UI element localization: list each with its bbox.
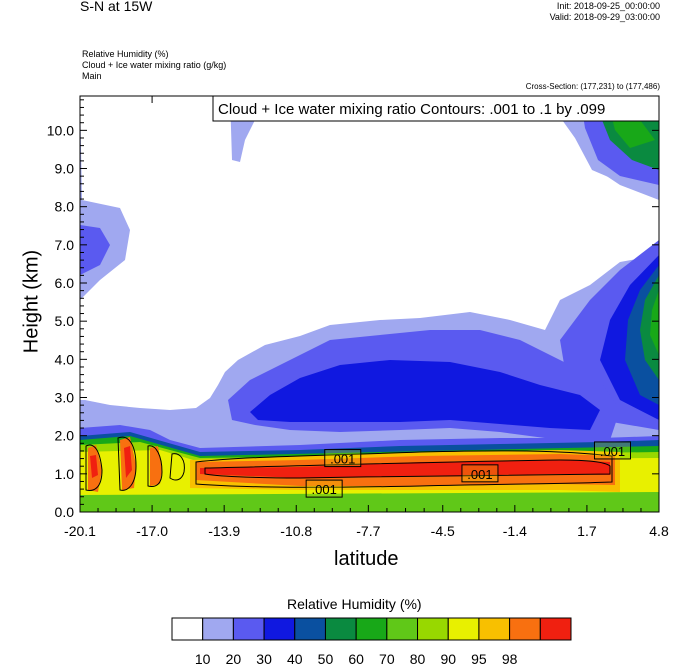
- colorbar-swatch: [171, 617, 204, 641]
- rh-right-70: [650, 290, 659, 355]
- field-label-rh: Relative Humidity (%): [82, 49, 169, 59]
- contour-label-text: .001: [312, 482, 337, 497]
- rh-surface-80: [80, 492, 659, 512]
- contour-label: .001: [324, 449, 362, 468]
- colorbar-swatch: [324, 617, 357, 641]
- y-tick-label: 3.0: [55, 390, 75, 406]
- y-tick-label: 4.0: [55, 351, 75, 367]
- cross-section-label: Cross-Section: (177,231) to (177,486): [525, 82, 660, 91]
- colorbar-swatch: [202, 617, 234, 641]
- x-tick-label: -20.1: [64, 523, 96, 539]
- colorbar-swatch: [386, 617, 419, 641]
- y-tick-label: 6.0: [55, 275, 75, 291]
- field-label-cloud: Cloud + Ice water mixing ratio (g/kg): [82, 60, 227, 70]
- rh-upper-left-30: [80, 225, 110, 275]
- x-tick-label: -4.5: [431, 523, 455, 539]
- rh-cloud-98b: [200, 460, 610, 478]
- colorbar-label: 20: [226, 651, 242, 667]
- axes: -20.1 -17.0 -13.9 -10.8 -7.7 -4.5 -1.4 1.7 4.8 0.…: [47, 96, 669, 539]
- contour-info-text: Cloud + Ice water mixing ratio Contours:…: [218, 101, 605, 118]
- contour-left-3: [147, 445, 163, 487]
- rh-left-column-3: [150, 446, 162, 486]
- contour-inner: [204, 459, 611, 479]
- x-tick-label: -7.7: [356, 523, 380, 539]
- y-tick-label: 1.0: [55, 466, 75, 482]
- colorbar-swatch: [417, 617, 449, 641]
- y-tick-label: 2.0: [55, 428, 75, 444]
- plot-title: S-N at 15W: [80, 0, 153, 14]
- contour-label-text: .001: [467, 467, 492, 482]
- colorbar: 10 20 30 40 50 60 70 80 90 95 98: [171, 617, 572, 667]
- contour-label: .001: [305, 479, 343, 498]
- contour-label: .001: [593, 441, 631, 460]
- rh-left-column-red-1: [124, 446, 132, 478]
- colorbar-label: 80: [410, 651, 426, 667]
- colorbar-label: 30: [256, 651, 272, 667]
- x-tick-label: -13.9: [208, 523, 240, 539]
- colorbar-label: 98: [502, 651, 518, 667]
- rh-dry-region: [80, 96, 659, 410]
- rh-right-60: [640, 275, 659, 380]
- colorbar-label: 70: [379, 651, 395, 667]
- colorbar-label: 60: [348, 651, 364, 667]
- contour-info-box: [212, 95, 660, 122]
- colorbar-swatch: [263, 617, 296, 641]
- contour-left-1: [85, 444, 103, 491]
- colorbar-swatch: [509, 617, 541, 641]
- y-tick-label: 8.0: [55, 199, 75, 215]
- colorbar-swatch: [447, 617, 480, 641]
- x-tick-label: 1.7: [577, 523, 597, 539]
- contour-label-text: .001: [330, 452, 355, 467]
- cloud-contours: [85, 436, 613, 491]
- contour-left-4: [169, 453, 185, 481]
- rh-mid-40: [250, 360, 600, 430]
- colorbar-label: 90: [440, 651, 456, 667]
- y-axis-label: Height (km): [20, 249, 43, 354]
- colorbar-title: Relative Humidity (%): [287, 596, 422, 612]
- contour-left-2: [117, 436, 137, 491]
- x-axis-label: latitude: [334, 548, 399, 570]
- contour-labels: .001 .001 .001 .001: [305, 441, 631, 498]
- y-tick-label: 10.0: [47, 122, 74, 138]
- contour-main: [195, 450, 613, 488]
- colorbar-label: 40: [287, 651, 303, 667]
- colorbar-label: 50: [318, 651, 334, 667]
- init-time: Init: 2018-09-25_00:00:00: [556, 1, 660, 11]
- colorbar-swatch: [539, 617, 572, 641]
- rh-left-column-red-2: [90, 455, 98, 478]
- contour-label: .001: [461, 464, 499, 483]
- contour-label-box: [593, 441, 631, 460]
- colorbar-label: 10: [195, 651, 211, 667]
- colorbar-swatch: [294, 617, 326, 641]
- valid-time: Valid: 2018-09-29_03:00:00: [549, 12, 660, 22]
- x-tick-label: -1.4: [503, 523, 527, 539]
- colorbar-swatch: [232, 617, 265, 641]
- y-tick-label: 5.0: [55, 313, 75, 329]
- x-tick-label: -10.8: [280, 523, 312, 539]
- field-label-main: Main: [82, 71, 102, 81]
- y-tick-label: 0.0: [55, 504, 75, 520]
- y-tick-label: 7.0: [55, 237, 75, 253]
- y-tick-label: 9.0: [55, 161, 75, 177]
- contour-label-box: [324, 449, 362, 468]
- rh-field: [80, 96, 659, 512]
- colorbar-label: 95: [471, 651, 487, 667]
- x-tick-label: 4.8: [649, 523, 669, 539]
- contour-label-box: [305, 479, 343, 498]
- contour-label-text: .001: [600, 444, 625, 459]
- colorbar-swatch: [355, 617, 388, 641]
- x-tick-label: -17.0: [136, 523, 168, 539]
- contour-label-box: [461, 464, 499, 483]
- colorbar-swatch: [478, 617, 511, 641]
